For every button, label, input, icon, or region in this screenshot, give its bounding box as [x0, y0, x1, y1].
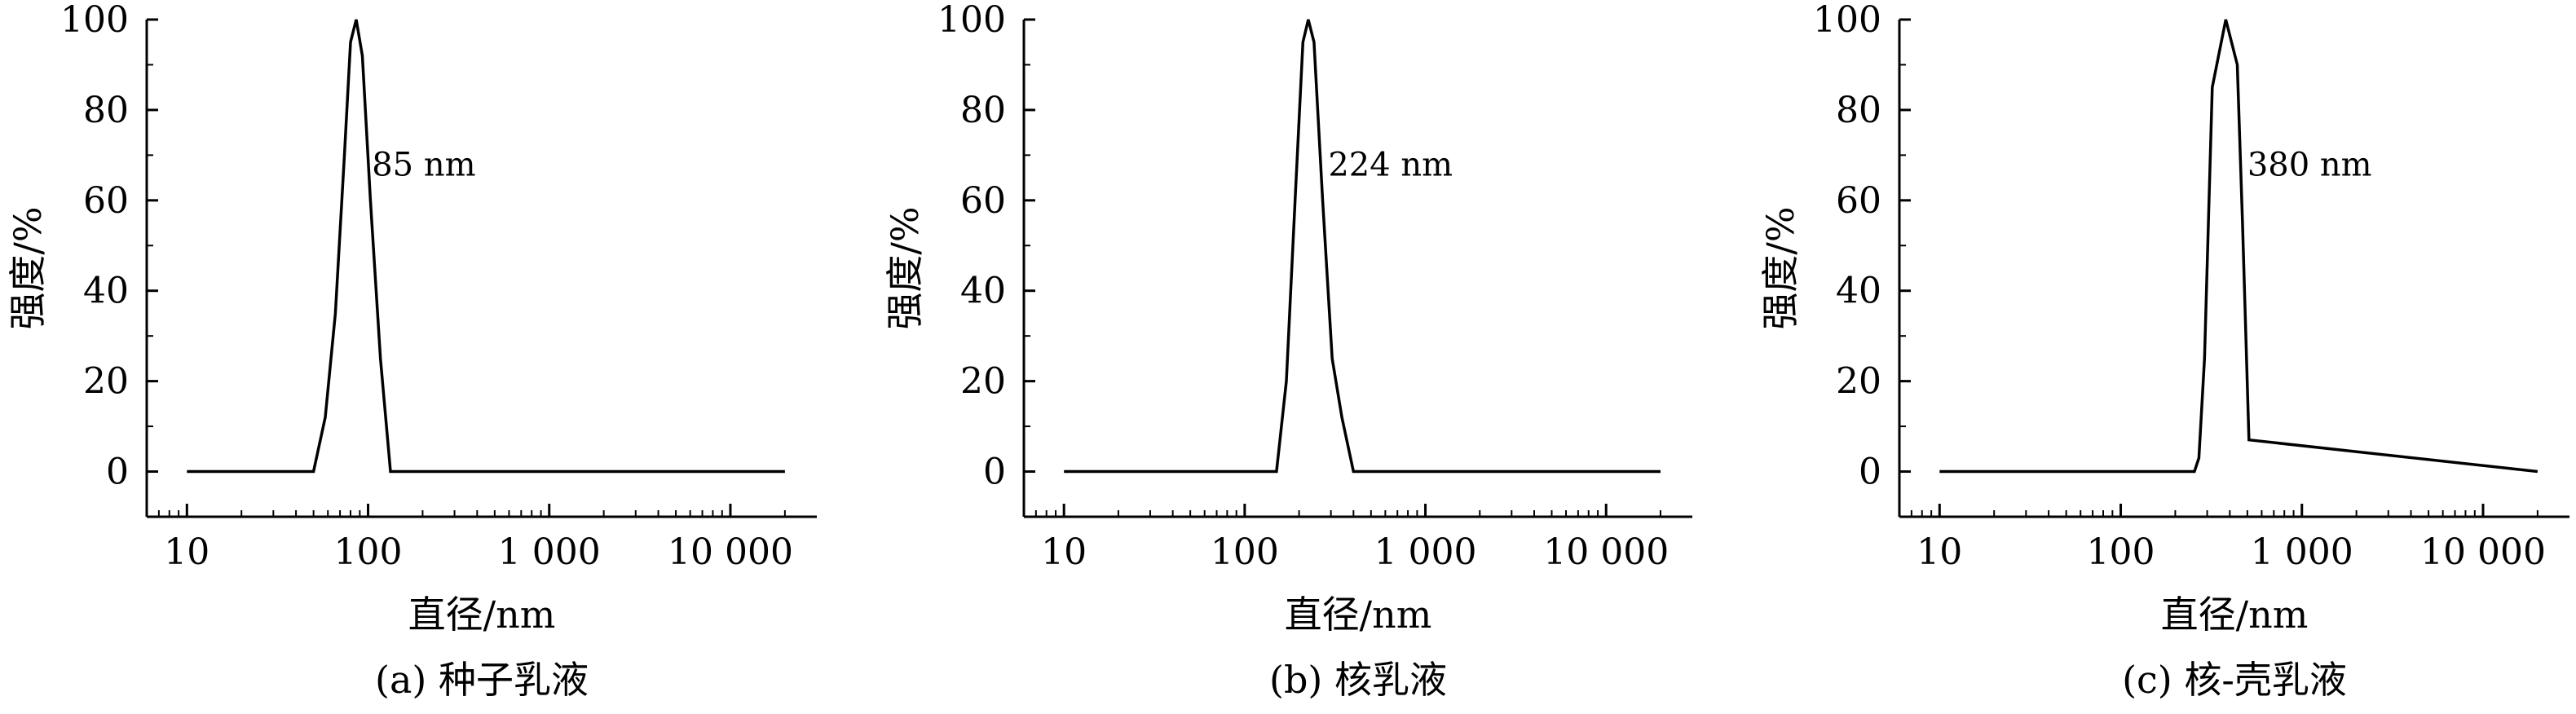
y-axis-title: 强度/% [6, 206, 50, 329]
x-tick-label: 10 [164, 531, 210, 573]
chart-panel-3: 0 20 40 60 80 100 10 100 1 000 10 000 380 nm 强度/% 直径… [1758, 0, 2569, 702]
y-tick-label: 0 [983, 452, 1006, 493]
peak-label: 224 nm [1328, 146, 1453, 183]
y-tick-label: 100 [60, 0, 129, 41]
x-tick-label: 10 [1041, 531, 1087, 573]
x-tick-label: 100 [1211, 531, 1279, 573]
x-tick-label: 1 000 [2251, 531, 2353, 573]
series-line [187, 19, 785, 474]
y-tick-label: 20 [960, 361, 1006, 403]
x-axis-title: 直径/nm [408, 593, 556, 637]
y-tick-label: 80 [960, 90, 1006, 131]
panel-caption: (a) 种子乳液 [375, 658, 589, 702]
y-tick-label: 100 [937, 0, 1006, 41]
y-tick-label: 0 [1859, 452, 1881, 493]
y-tick-label: 60 [960, 180, 1006, 222]
peak-label: 380 nm [2247, 146, 2372, 183]
x-tick-label: 1 000 [1374, 531, 1477, 573]
x-tick-label: 10 000 [668, 531, 793, 573]
panel-caption: (b) 核乳液 [1269, 658, 1447, 702]
y-tick-label: 80 [83, 90, 129, 131]
x-tick-label: 100 [2087, 531, 2155, 573]
y-tick-label: 100 [1813, 0, 1881, 41]
x-tick-label: 1 000 [498, 531, 601, 573]
x-tick-label: 100 [334, 531, 403, 573]
y-tick-label: 20 [83, 361, 129, 403]
y-tick-label: 40 [83, 271, 129, 312]
y-axis-title: 强度/% [883, 206, 927, 329]
y-tick-label: 0 [106, 452, 129, 493]
chart-panel-1: 0 20 40 60 80 100 10 100 1 000 10 000 85 nm 强度/% 直径/… [6, 0, 817, 702]
y-axis-title: 强度/% [1758, 206, 1802, 329]
chart-panel-2: 0 20 40 60 80 100 10 100 1 000 10 000 224 nm 强度/% 直径… [883, 0, 1692, 702]
series-line [1939, 19, 2539, 474]
x-axis-title: 直径/nm [2161, 593, 2309, 637]
x-tick-label: 10 [1917, 531, 1962, 573]
panel-caption: (c) 核-壳乳液 [2122, 658, 2347, 702]
x-tick-label: 10 000 [2420, 531, 2546, 573]
y-tick-label: 80 [1836, 90, 1881, 131]
x-tick-label: 10 000 [1543, 531, 1669, 573]
y-tick-label: 40 [1836, 271, 1881, 312]
peak-label: 85 nm [372, 146, 475, 183]
x-axis-title: 直径/nm [1285, 593, 1432, 637]
y-tick-label: 20 [1836, 361, 1881, 403]
series-line [1064, 19, 1661, 474]
y-tick-label: 60 [1836, 180, 1881, 222]
y-tick-label: 60 [83, 180, 129, 222]
y-tick-label: 40 [960, 271, 1006, 312]
